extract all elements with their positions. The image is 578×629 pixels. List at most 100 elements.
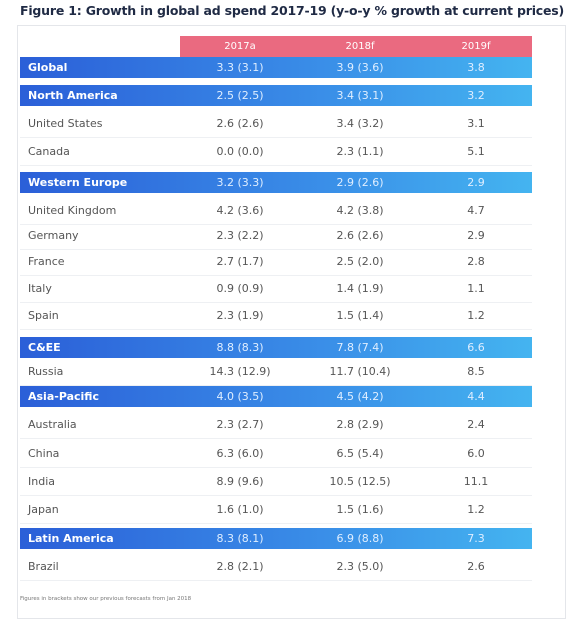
row-label: Russia	[28, 365, 64, 378]
row-divider	[20, 523, 532, 524]
value-2019f: 11.1	[463, 475, 489, 488]
region-row: Asia-Pacific 4.0 (3.5) 4.5 (4.2) 4.4	[20, 386, 532, 407]
country-row: United States 2.6 (2.6) 3.4 (3.2) 3.1	[20, 113, 532, 134]
country-row: France 2.7 (1.7) 2.5 (2.0) 2.8	[20, 251, 532, 272]
region-row: Western Europe 3.2 (3.3) 2.9 (2.6) 2.9	[20, 172, 532, 193]
value-2018f: 11.7 (10.4)	[329, 365, 391, 378]
country-row: Italy 0.9 (0.9) 1.4 (1.9) 1.1	[20, 278, 532, 299]
value-2019f: 3.1	[467, 117, 485, 130]
value-2019f: 1.1	[467, 282, 485, 295]
value-2019f: 1.2	[467, 503, 485, 516]
figure-title: Figure 1: Growth in global ad spend 2017…	[20, 3, 565, 18]
column-header-2019f: 2019f	[461, 41, 491, 52]
value-2019f: 3.2	[467, 89, 485, 102]
value-2019f: 3.8	[467, 61, 485, 74]
value-2017a: 1.6 (1.0)	[216, 503, 264, 516]
value-2018f: 1.5 (1.4)	[336, 309, 384, 322]
row-label: Germany	[28, 229, 79, 242]
value-2017a: 3.3 (3.1)	[216, 61, 264, 74]
country-row: United Kingdom 4.2 (3.6) 4.2 (3.8) 4.7	[20, 200, 532, 221]
value-2019f: 5.1	[467, 145, 485, 158]
value-2018f: 7.8 (7.4)	[336, 341, 384, 354]
row-divider	[20, 249, 532, 250]
row-label: C&EE	[28, 341, 61, 354]
country-row: India 8.9 (9.6) 10.5 (12.5) 11.1	[20, 471, 532, 492]
value-2017a: 2.3 (2.2)	[216, 229, 264, 242]
value-2019f: 2.8	[467, 255, 485, 268]
row-label: Brazil	[28, 560, 59, 573]
row-label: Asia-Pacific	[28, 390, 99, 403]
row-divider	[20, 165, 532, 166]
row-divider	[20, 580, 532, 581]
country-row: Australia 2.3 (2.7) 2.8 (2.9) 2.4	[20, 414, 532, 435]
row-divider	[20, 302, 532, 303]
value-2017a: 8.8 (8.3)	[216, 341, 264, 354]
value-2017a: 14.3 (12.9)	[209, 365, 271, 378]
value-2018f: 3.9 (3.6)	[336, 61, 384, 74]
country-row: Canada 0.0 (0.0) 2.3 (1.1) 5.1	[20, 141, 532, 162]
value-2017a: 2.6 (2.6)	[216, 117, 264, 130]
row-divider	[20, 275, 532, 276]
value-2017a: 6.3 (6.0)	[216, 447, 264, 460]
country-row: China 6.3 (6.0) 6.5 (5.4) 6.0	[20, 443, 532, 464]
country-row: Germany 2.3 (2.2) 2.6 (2.6) 2.9	[20, 225, 532, 246]
value-2019f: 6.0	[467, 447, 485, 460]
value-2018f: 1.5 (1.6)	[336, 503, 384, 516]
figure-frame	[17, 25, 566, 619]
value-2019f: 6.6	[467, 341, 485, 354]
value-2017a: 2.7 (1.7)	[216, 255, 264, 268]
value-2017a: 8.3 (8.1)	[216, 532, 264, 545]
value-2017a: 0.0 (0.0)	[216, 145, 264, 158]
row-label: China	[28, 447, 60, 460]
row-label: Australia	[28, 418, 77, 431]
row-label: Spain	[28, 309, 59, 322]
value-2017a: 0.9 (0.9)	[216, 282, 264, 295]
row-label: Global	[28, 61, 68, 74]
value-2019f: 2.4	[467, 418, 485, 431]
value-2019f: 8.5	[467, 365, 485, 378]
region-row: North America 2.5 (2.5) 3.4 (3.1) 3.2	[20, 85, 532, 106]
value-2017a: 2.8 (2.1)	[216, 560, 264, 573]
value-2017a: 3.2 (3.3)	[216, 176, 264, 189]
row-divider	[20, 467, 532, 468]
row-label: Italy	[28, 282, 52, 295]
region-row: C&EE 8.8 (8.3) 7.8 (7.4) 6.6	[20, 337, 532, 358]
value-2019f: 2.9	[467, 176, 485, 189]
value-2018f: 3.4 (3.1)	[336, 89, 384, 102]
value-2019f: 2.6	[467, 560, 485, 573]
row-label: United States	[28, 117, 103, 130]
value-2018f: 2.9 (2.6)	[336, 176, 384, 189]
row-divider	[20, 137, 532, 138]
value-2018f: 3.4 (3.2)	[336, 117, 384, 130]
value-2019f: 7.3	[467, 532, 485, 545]
column-header-bar: 2017a 2018f 2019f	[180, 36, 532, 57]
value-2017a: 2.5 (2.5)	[216, 89, 264, 102]
value-2018f: 10.5 (12.5)	[329, 475, 391, 488]
value-2018f: 6.9 (8.8)	[336, 532, 384, 545]
value-2019f: 2.9	[467, 229, 485, 242]
value-2018f: 2.3 (1.1)	[336, 145, 384, 158]
value-2017a: 4.2 (3.6)	[216, 204, 264, 217]
row-label: France	[28, 255, 65, 268]
value-2018f: 1.4 (1.9)	[336, 282, 384, 295]
value-2019f: 1.2	[467, 309, 485, 322]
value-2018f: 6.5 (5.4)	[336, 447, 384, 460]
value-2018f: 4.5 (4.2)	[336, 390, 384, 403]
region-row: Global 3.3 (3.1) 3.9 (3.6) 3.8	[20, 57, 532, 78]
value-2017a: 4.0 (3.5)	[216, 390, 264, 403]
row-label: Western Europe	[28, 176, 128, 189]
value-2018f: 2.3 (5.0)	[336, 560, 384, 573]
value-2018f: 2.5 (2.0)	[336, 255, 384, 268]
value-2017a: 2.3 (2.7)	[216, 418, 264, 431]
row-label: Canada	[28, 145, 70, 158]
row-label: India	[28, 475, 55, 488]
row-label: North America	[28, 89, 118, 102]
country-row: Russia 14.3 (12.9) 11.7 (10.4) 8.5	[20, 361, 532, 382]
row-divider	[20, 329, 532, 330]
value-2018f: 2.8 (2.9)	[336, 418, 384, 431]
row-label: Japan	[28, 503, 59, 516]
value-2019f: 4.7	[467, 204, 485, 217]
country-row: Spain 2.3 (1.9) 1.5 (1.4) 1.2	[20, 305, 532, 326]
row-divider	[20, 385, 532, 386]
column-header-2017a: 2017a	[224, 41, 256, 52]
